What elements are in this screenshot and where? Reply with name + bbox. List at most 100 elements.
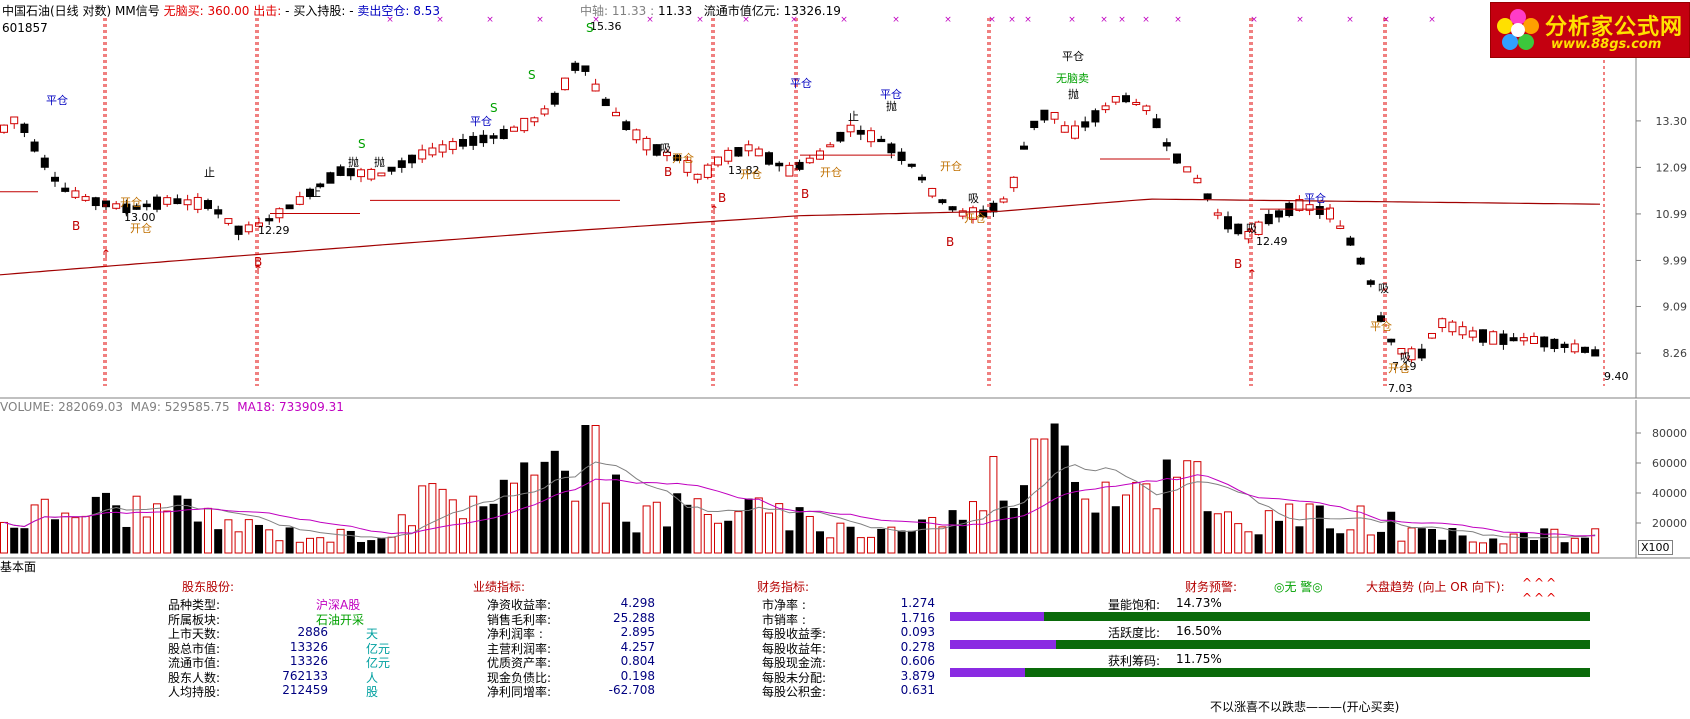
row-value: 0.278 [900, 639, 935, 654]
candle-body [61, 187, 70, 192]
candle-body [1591, 349, 1600, 357]
volume-chart[interactable]: 80000 60000 40000 20000 [0, 400, 1690, 560]
candle-body [1509, 337, 1518, 342]
volume-bar [234, 531, 243, 554]
volume-bar [1091, 512, 1100, 554]
candle-body [897, 151, 906, 162]
candle-body [1152, 118, 1161, 129]
candle-body [744, 144, 753, 152]
candle-body [1315, 206, 1324, 215]
row-value: 0.606 [900, 654, 935, 668]
price-annotation: 15.36 [590, 20, 622, 33]
volume-bar [20, 528, 29, 554]
volume-chart-panel[interactable]: 80000 60000 40000 20000 VOLUME: 282069.03 M… [0, 400, 1690, 560]
buy-label: 无脑买: [163, 4, 204, 18]
volume-bar [51, 519, 59, 554]
trend-arrows-2: ^^^ [1522, 591, 1559, 605]
row-label: 所属板块: [168, 612, 221, 627]
volume-bar [214, 529, 223, 554]
row-unit: 石油开采 [316, 612, 365, 627]
volume-bar [1458, 535, 1467, 554]
price-chart-panel[interactable]: 13.30 12.09 10.99 9.99 9.09 8.26 × × × × × × × × × × × × ×… [0, 0, 1690, 400]
volume-bar [122, 526, 131, 554]
top-signal-mark: × [1174, 15, 1182, 25]
gauge-value: 14.73% [1176, 596, 1222, 610]
volume-bar [10, 527, 19, 554]
moving-average-line [0, 198, 1601, 276]
candle-body [1142, 105, 1151, 112]
top-signal-mark: × [1142, 15, 1150, 25]
candle-body [1224, 216, 1232, 230]
signal-label: 平仓 [880, 87, 902, 101]
top-signal-mark: × [790, 15, 798, 25]
candle-body [204, 200, 212, 209]
signal-label: 平仓 [1304, 191, 1326, 205]
candle-body [265, 218, 274, 222]
row-label: 品种类型: [168, 598, 221, 612]
candle-body [1071, 125, 1079, 139]
candlestick-chart[interactable]: 13.30 12.09 10.99 9.99 9.09 8.26 × × × × × × × × × × × × ×… [0, 0, 1690, 400]
signal-label: S [528, 68, 536, 82]
candle-body [775, 162, 784, 167]
candle-body [795, 161, 804, 170]
signal-label: 开仓 [1388, 361, 1410, 375]
trend-title: 大盘趋势 (向上 OR 向下): [1366, 580, 1505, 594]
performance-title: 业绩指标: [473, 580, 526, 594]
stock-code: 601857 [2, 21, 48, 35]
volume-header: VOLUME: 282069.03 MA9: 529585.75 MA18: 7… [0, 400, 344, 414]
signal-label: 平仓 [470, 114, 492, 128]
volume-bar [183, 498, 192, 554]
row-label: 每股现金流: [762, 656, 827, 670]
volume-bar [1346, 529, 1355, 554]
candle-body [1254, 221, 1263, 235]
volume-bar [438, 488, 447, 554]
row-label: 销售毛利率: [487, 612, 552, 627]
candle-body [1101, 105, 1110, 111]
volume-bar [1132, 481, 1141, 554]
volume-bar [816, 531, 824, 554]
volume-bar [224, 519, 233, 554]
volume-bar [0, 521, 8, 554]
top-signal-mark: × [1382, 15, 1390, 25]
volume-bar [1101, 481, 1110, 554]
signal-label: 开仓 [740, 167, 762, 181]
candle-body [81, 196, 90, 201]
volume-bar [1152, 508, 1161, 554]
volume-bar [1407, 527, 1416, 554]
volume-bar [1224, 511, 1232, 554]
candle-body [479, 134, 488, 144]
volume-bar [1183, 460, 1192, 554]
candle-body [1295, 199, 1304, 211]
volume-bar [1305, 503, 1314, 554]
mcap-label: 流通市值亿元: [703, 4, 780, 18]
signal-label: 开仓 [940, 159, 962, 173]
row-value: 0.631 [900, 683, 935, 697]
volume-bar [316, 537, 325, 554]
candle-body [1519, 337, 1528, 342]
gauge-label: 获利筹码: [1108, 654, 1161, 668]
candle-body [683, 160, 692, 173]
candle-body [1356, 257, 1365, 265]
top-signal-mark: × [1100, 15, 1108, 25]
candle-body [530, 117, 539, 123]
volume-bar [132, 495, 141, 554]
candle-body [1448, 321, 1457, 333]
volume-bar [1244, 531, 1253, 554]
volume-y-tick-label: 80000 [1652, 427, 1687, 440]
volume-bar [1060, 445, 1069, 554]
price-header: 中国石油(日线 对数) MM信号 无脑买: 360.00 出击: - 买入持股:… [2, 2, 440, 19]
price-y-tick-label: 8.26 [1663, 347, 1688, 360]
signal-label: S [586, 21, 594, 35]
candle-body [306, 188, 314, 198]
candle-body [1040, 109, 1049, 121]
candle-body [663, 151, 671, 157]
volume-bar [1417, 528, 1426, 554]
candle-body [1417, 348, 1426, 359]
signal-label: B [1234, 257, 1242, 271]
axis-label: 中轴: [580, 4, 609, 18]
candle-body [1366, 280, 1375, 285]
price-y-tick-label: 12.09 [1656, 161, 1688, 174]
volume-bar [295, 541, 304, 554]
volume-bar [1234, 523, 1243, 554]
row-value: 762133 [282, 668, 328, 683]
